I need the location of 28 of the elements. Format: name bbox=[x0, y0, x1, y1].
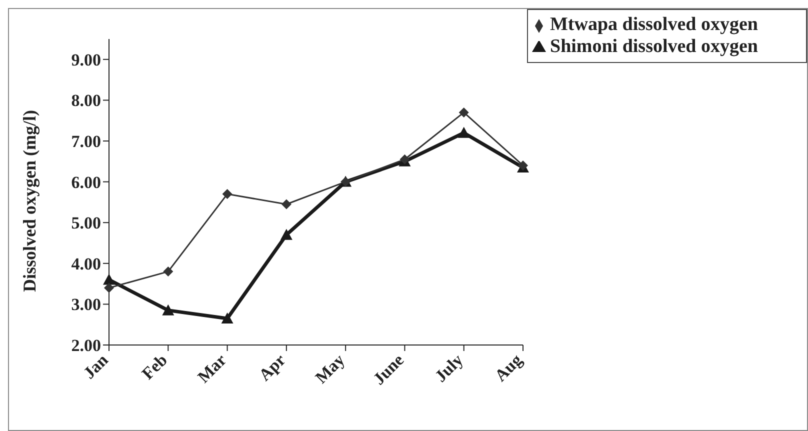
point bbox=[280, 228, 292, 240]
point bbox=[458, 126, 470, 138]
y-tick-label: 5.00 bbox=[71, 214, 101, 233]
y-tick-label: 6.00 bbox=[71, 172, 101, 192]
y-tick-label: 9.00 bbox=[71, 50, 101, 70]
point bbox=[458, 107, 469, 118]
y-axis-title: Dissolved oxygen (mg/l) bbox=[19, 110, 40, 292]
point bbox=[103, 274, 115, 285]
point bbox=[222, 189, 232, 200]
y-tick-label: 7.00 bbox=[71, 132, 101, 152]
point bbox=[104, 282, 114, 293]
y-tick-label: 8.00 bbox=[71, 91, 101, 110]
x-tick-label: May bbox=[312, 350, 349, 388]
legend-label: Mtwapa dissolved oxygen bbox=[550, 14, 758, 35]
x-tick-label: Apr bbox=[255, 350, 290, 385]
point bbox=[281, 199, 292, 210]
point bbox=[163, 266, 174, 277]
point bbox=[518, 160, 528, 170]
y-tick-label: 4.00 bbox=[71, 254, 101, 274]
point bbox=[162, 304, 174, 316]
x-tick-label: Feb bbox=[138, 350, 171, 384]
x-tick-label: Aug bbox=[491, 350, 526, 386]
legend-label: Shimoni dissolved oxygen bbox=[550, 36, 758, 57]
y-tick-label: 3.00 bbox=[71, 295, 101, 314]
x-tick-label: June bbox=[369, 350, 408, 389]
point bbox=[221, 312, 234, 324]
x-tick-label: Mar bbox=[194, 350, 230, 387]
x-tick-label: July bbox=[431, 350, 468, 386]
